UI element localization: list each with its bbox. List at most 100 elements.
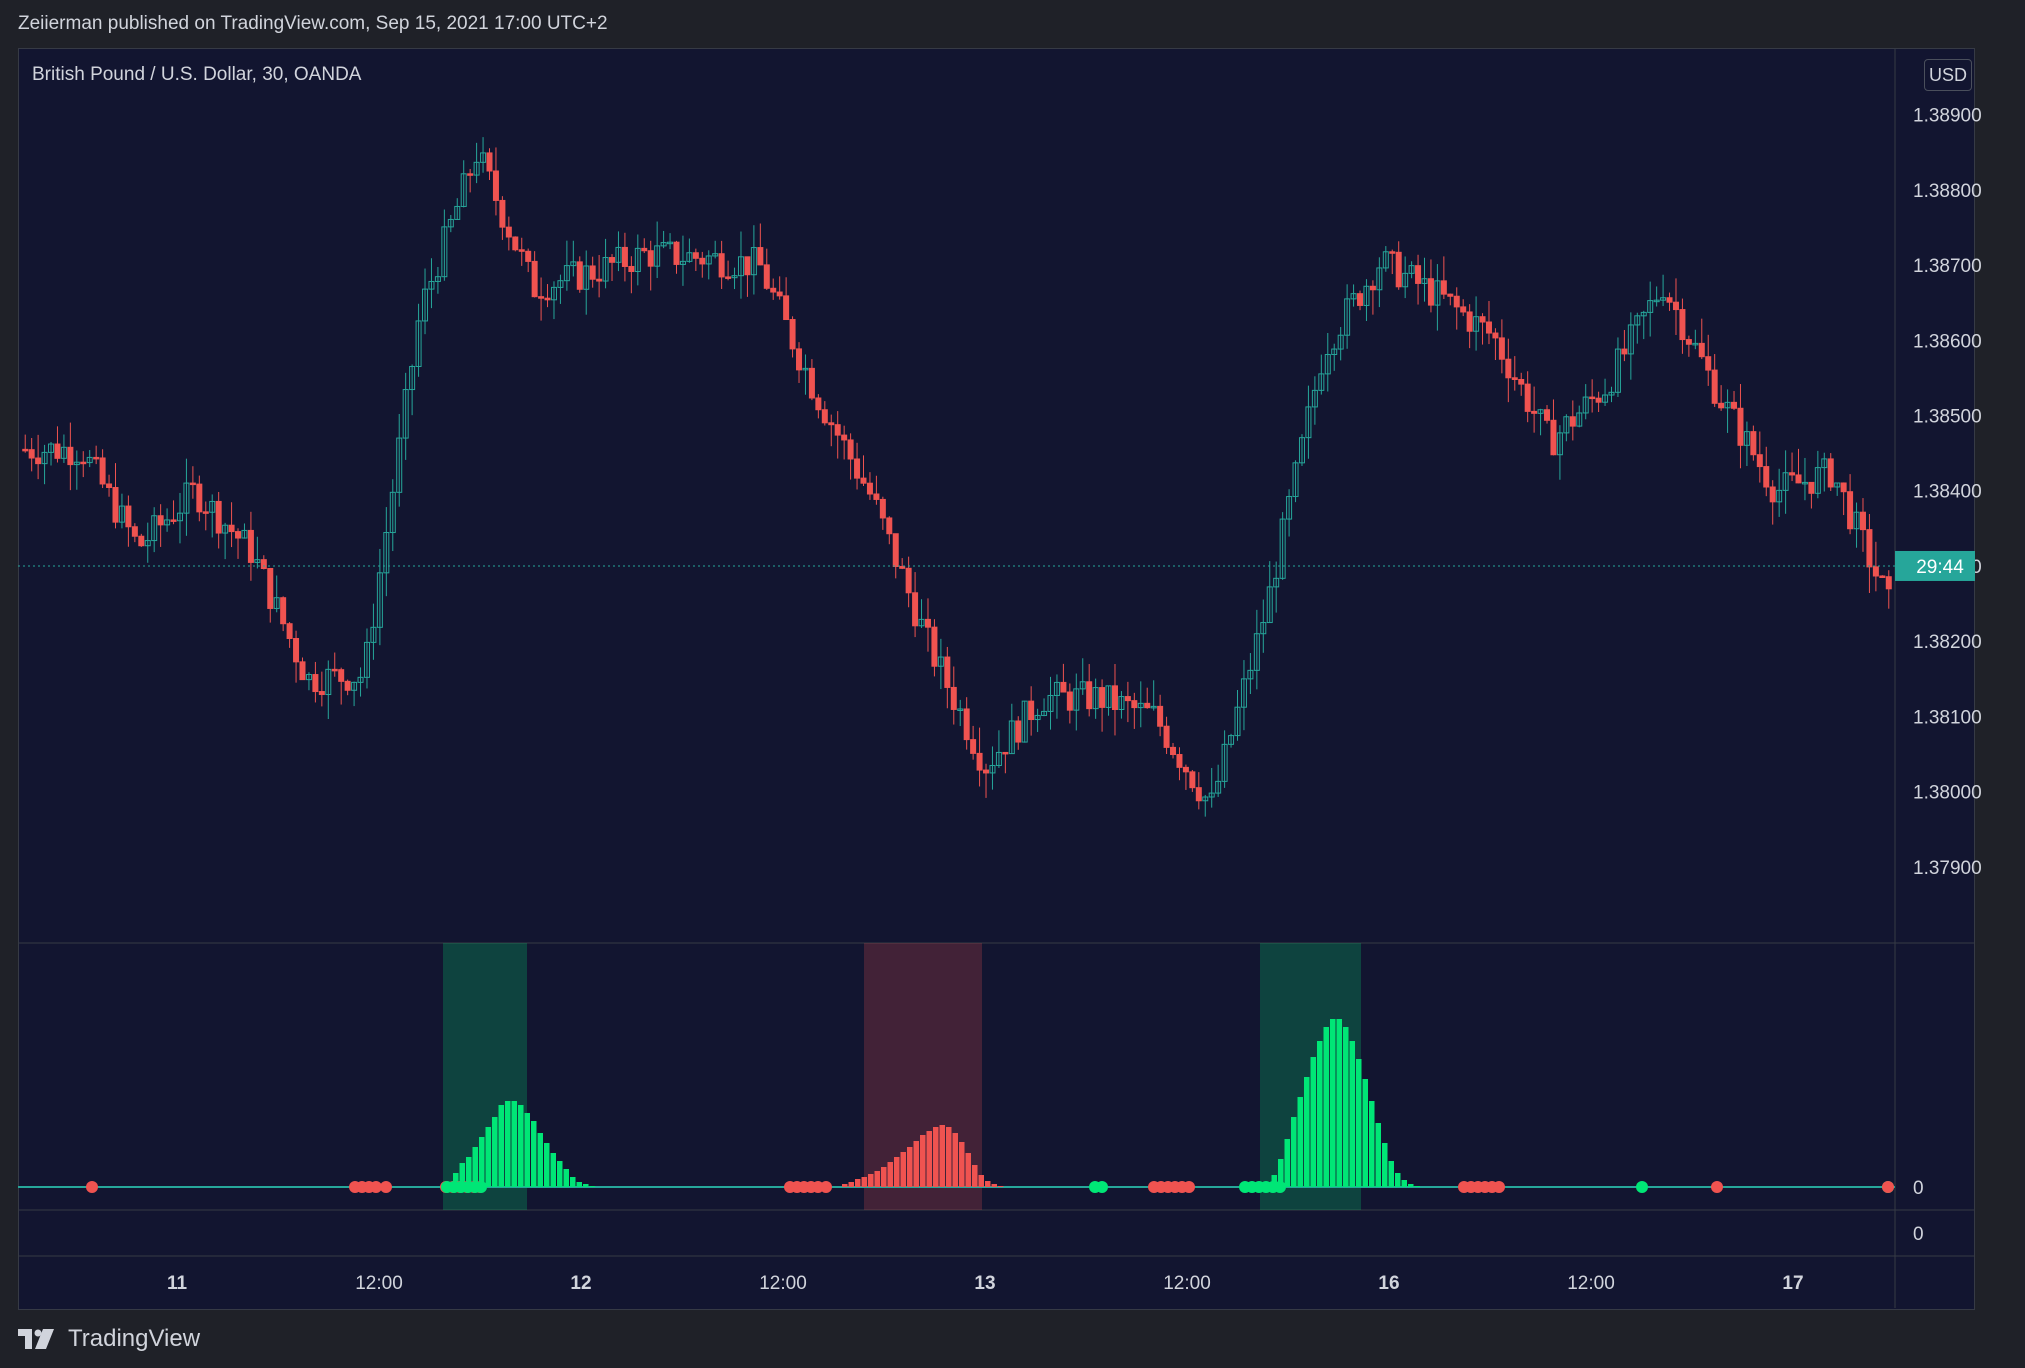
candle-up <box>1324 354 1331 375</box>
candle-down <box>905 567 912 594</box>
candle-up <box>1363 285 1370 306</box>
candle-down <box>35 457 42 465</box>
oscillator-bar <box>1330 1019 1336 1187</box>
candle-down <box>1859 511 1866 531</box>
candle-up <box>1253 633 1260 671</box>
oscillator-bar <box>1304 1077 1310 1187</box>
candle-up <box>1421 278 1428 284</box>
candle-up <box>1634 315 1641 326</box>
candle-down <box>544 297 551 301</box>
signal-dot <box>380 1181 392 1193</box>
candle-up <box>1776 489 1783 503</box>
candle-up <box>1073 688 1080 711</box>
candle-up <box>1782 472 1789 491</box>
candle-down <box>673 241 680 265</box>
candle-up <box>460 173 467 207</box>
oscillator-bar <box>1349 1041 1355 1187</box>
candle-up <box>254 559 261 563</box>
oscillator-bar <box>952 1133 958 1187</box>
candle-down <box>886 517 893 535</box>
price-tick-label: 1.38100 <box>1913 707 1982 728</box>
candle-up <box>389 491 396 534</box>
countdown-label: 29:44 <box>1916 557 1964 578</box>
candle-up <box>705 255 712 265</box>
candle-up <box>151 515 158 542</box>
candle-down <box>247 529 254 563</box>
candle-down <box>1389 251 1396 254</box>
candle-down <box>157 515 164 526</box>
oscillator-bar <box>492 1117 498 1187</box>
candle-down <box>763 264 770 289</box>
candle-up <box>1602 394 1609 403</box>
candle-up <box>383 532 390 574</box>
oscillator-bar <box>946 1127 952 1187</box>
candle-up <box>1234 706 1241 737</box>
signal-dot <box>86 1181 98 1193</box>
oscillator-bar <box>1408 1184 1414 1187</box>
oscillator-bar <box>1323 1027 1329 1187</box>
time-tick-label: 17 <box>1782 1273 1803 1294</box>
candle-down <box>950 686 957 710</box>
oscillator-bars <box>18 1019 1895 1188</box>
oscillator-bar <box>1310 1057 1316 1187</box>
candle-up <box>41 451 48 465</box>
price-tick-label: 1.37900 <box>1913 858 1982 879</box>
symbol-label[interactable]: British Pound / U.S. Dollar, 30, OANDA <box>32 64 362 85</box>
candle-up <box>557 280 564 288</box>
candle-up <box>1408 265 1415 274</box>
candle-up <box>164 519 171 526</box>
candle-down <box>692 252 699 259</box>
price-tick-label: 1.38400 <box>1913 482 1982 503</box>
oscillator-bar <box>498 1105 504 1187</box>
candle-up <box>1814 467 1821 494</box>
candle-down <box>912 592 919 627</box>
candle-up <box>1337 334 1344 350</box>
candle-up <box>1647 300 1654 313</box>
oscillator-bar <box>848 1182 854 1187</box>
signal-dot <box>1096 1181 1108 1193</box>
candle-down <box>344 680 351 691</box>
tradingview-logo-icon <box>18 1329 54 1349</box>
candle-down <box>1028 700 1035 721</box>
candle-down <box>1589 396 1596 400</box>
oscillator-bar <box>907 1147 913 1187</box>
price-tick-label: 1.38600 <box>1913 331 1982 352</box>
candle-up <box>1724 401 1731 409</box>
candle-up <box>176 512 183 522</box>
candle-down <box>924 618 931 628</box>
candle-up <box>376 572 383 628</box>
candle-down <box>1170 746 1177 756</box>
candle-down <box>28 449 35 459</box>
footer-brand: TradingView <box>68 1325 201 1352</box>
candle-up <box>473 161 480 176</box>
candle-down <box>196 483 203 513</box>
candle-down <box>1847 491 1854 530</box>
candle-up <box>1202 796 1209 802</box>
oscillator-bar <box>570 1177 576 1187</box>
candle-down <box>847 439 854 460</box>
candle-down <box>1176 754 1183 768</box>
candle-down <box>1544 409 1551 421</box>
candle-down <box>1698 342 1705 358</box>
candle-down <box>1511 377 1518 380</box>
candle-down <box>983 769 990 774</box>
price-tick-label: 1.38700 <box>1913 256 1982 277</box>
candle-up <box>454 205 461 220</box>
price-tick-label: 1.38500 <box>1913 407 1982 428</box>
candle-down <box>834 424 841 436</box>
time-tick-label: 12 <box>570 1273 591 1294</box>
oscillator-bar <box>1336 1019 1342 1187</box>
oscillator-tick-label: 0 <box>1913 1224 1924 1245</box>
currency-button[interactable]: USD <box>1924 59 1972 91</box>
candle-down <box>1099 687 1106 708</box>
candle-down <box>54 443 61 459</box>
candle-down <box>505 226 512 238</box>
candle-down <box>776 291 783 297</box>
oscillator-bar <box>985 1181 991 1187</box>
oscillator-bar <box>868 1174 874 1187</box>
candle-down <box>1595 397 1602 403</box>
candle-down <box>106 483 113 489</box>
candle-down <box>1357 293 1364 306</box>
oscillator-bar <box>1362 1079 1368 1187</box>
